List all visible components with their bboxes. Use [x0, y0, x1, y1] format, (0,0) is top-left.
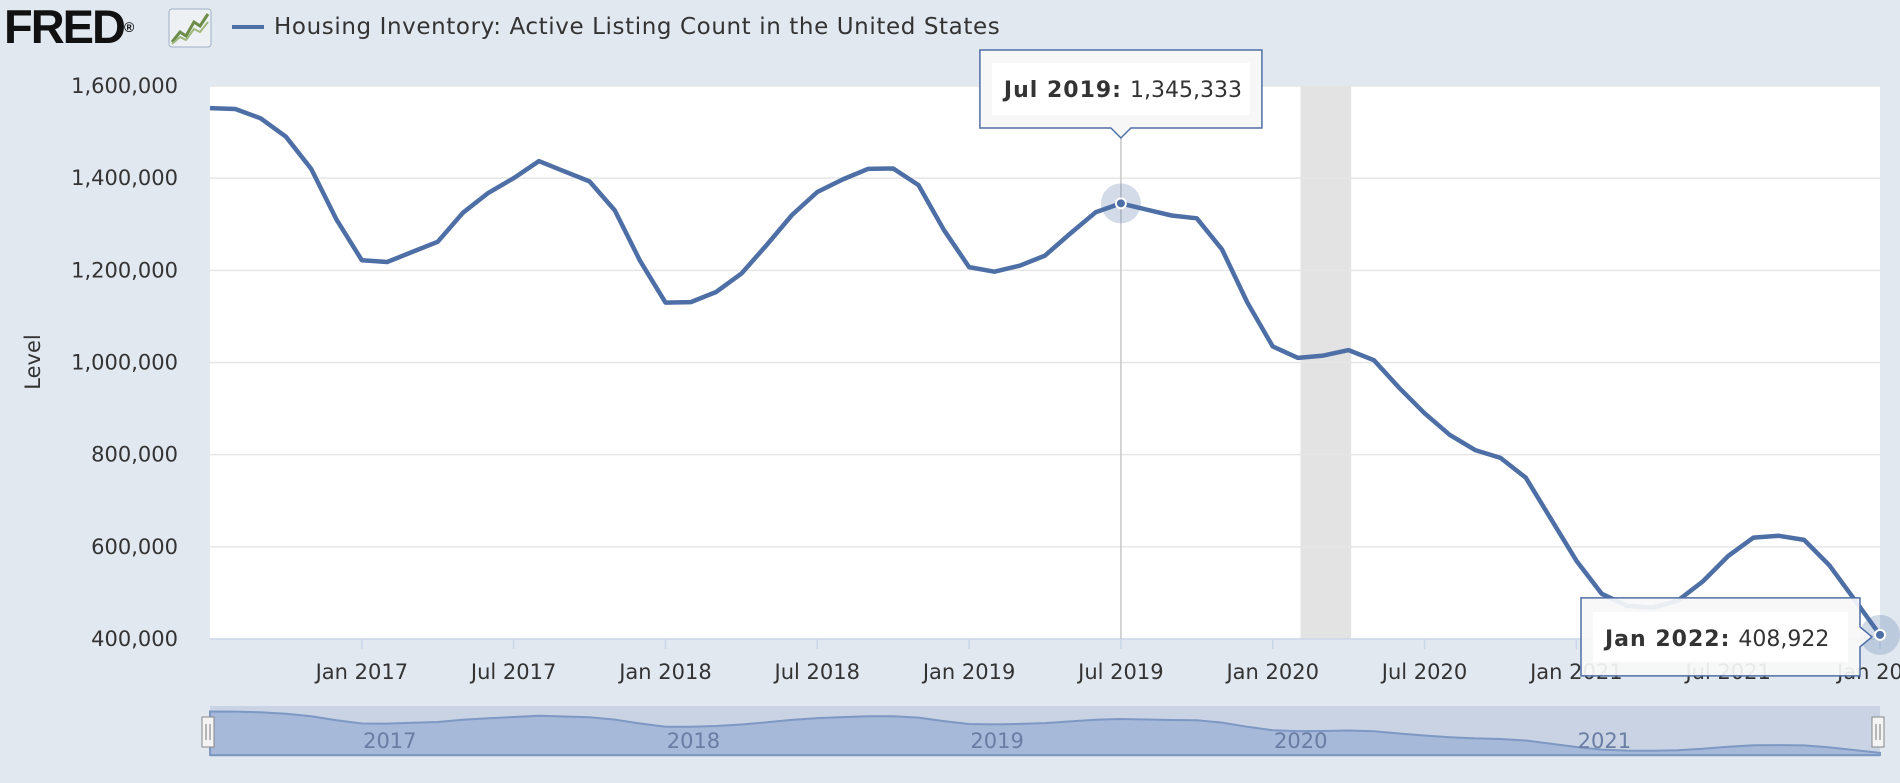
navigator-year-label: 2020 [1274, 729, 1327, 753]
logo-registered-mark: ® [123, 19, 135, 35]
legend-series-swatch [232, 25, 264, 29]
x-tick-label: Jul 2017 [469, 660, 556, 684]
y-tick-label: 1,200,000 [71, 258, 178, 282]
y-axis-title: Level [21, 334, 45, 389]
data-point-marker[interactable] [1874, 628, 1886, 641]
tooltip-jul-2019: Jul 2019: 1,345,333 [979, 49, 1263, 140]
y-tick-label: 600,000 [91, 535, 178, 559]
navigator-year-labels: 2017 2018 2019 2020 2021 [363, 729, 1631, 753]
x-tick-label: Jan 2017 [314, 660, 409, 684]
logo-text: FRED [4, 0, 126, 53]
navigator-year-label: 2021 [1578, 729, 1631, 753]
navigator-left-handle[interactable] [201, 716, 215, 748]
x-tick-label: Jan 2020 [1224, 660, 1319, 684]
y-tick-label: 800,000 [91, 443, 178, 467]
legend-series-title[interactable]: Housing Inventory: Active Listing Count … [274, 14, 1001, 40]
y-tick-label: 1,400,000 [71, 166, 178, 190]
navigator-right-handle[interactable] [1871, 716, 1885, 748]
navigator-year-label: 2018 [667, 729, 720, 753]
y-tick-label: 1,000,000 [71, 351, 178, 375]
y-tick-labels: 400,000 600,000 800,000 1,000,000 1,200,000 1… [71, 74, 178, 651]
y-tick-label: 400,000 [91, 627, 178, 651]
tooltip-date: Jul 2019: [1002, 78, 1122, 103]
navigator-year-label: 2017 [363, 729, 416, 753]
fred-logo[interactable]: FRED® [4, 2, 134, 52]
x-tick-label: Jul 2019 [1076, 660, 1163, 684]
svg-text:Jul 2019:1,345,333: Jul 2019: 1,345,333 [1002, 78, 1242, 103]
data-point-marker[interactable] [1114, 197, 1127, 210]
chart-header: FRED® Housing Inventory: Active Listing … [0, 0, 1900, 56]
series-line[interactable] [209, 105, 1882, 637]
tooltip-value: 408,922 [1738, 627, 1829, 652]
x-tick-label: Jul 2020 [1380, 660, 1467, 684]
navigator-series-area [209, 710, 1881, 756]
x-tick-label: Jan 2019 [921, 660, 1016, 684]
tooltip-value: 1,345,333 [1130, 78, 1242, 103]
navigator-year-label: 2019 [970, 729, 1023, 753]
trend-chart-icon [168, 8, 212, 48]
tooltip-jan-2022: Jan 2022: 408,922 [1580, 597, 1874, 677]
x-tick-label: Jul 2018 [773, 660, 860, 684]
x-tick-label: Jan 2018 [617, 660, 712, 684]
svg-text:Jan 2022:408,922: Jan 2022: 408,922 [1603, 627, 1829, 652]
y-tick-label: 1,600,000 [71, 74, 178, 98]
tooltip-date: Jan 2022: [1603, 627, 1730, 652]
